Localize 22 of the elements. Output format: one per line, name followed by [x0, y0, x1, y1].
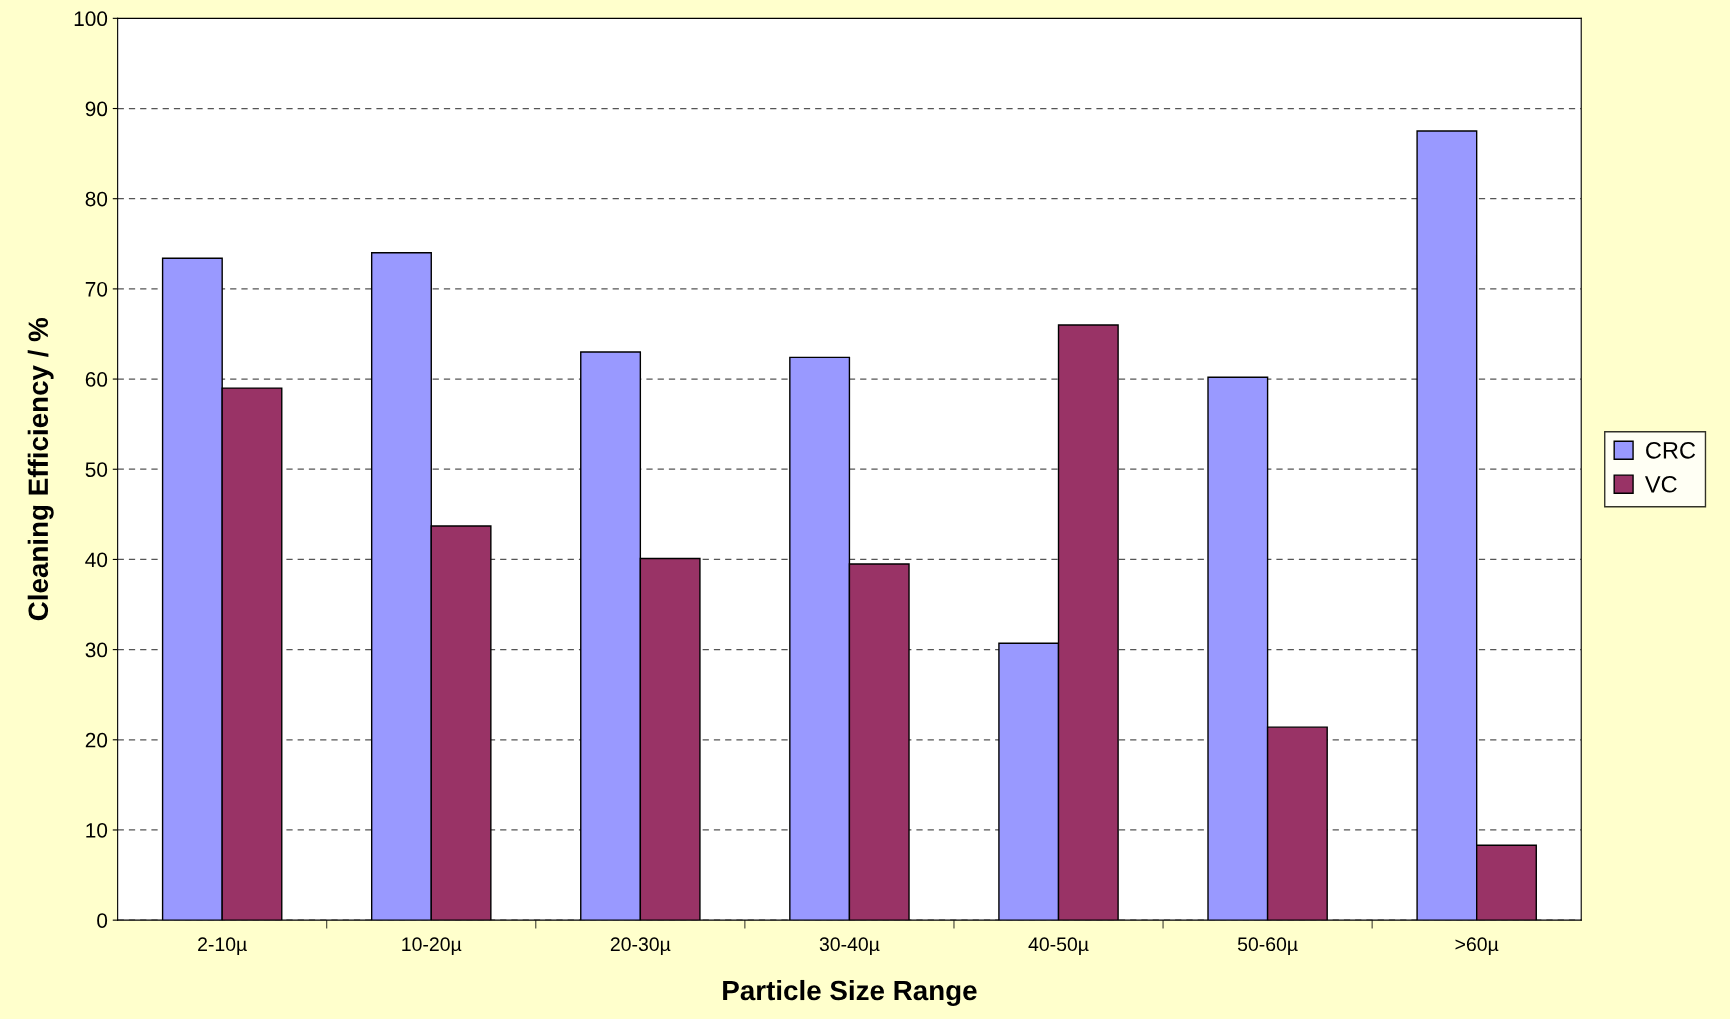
y-axis-title: Cleaning Efficiency / %	[27, 317, 54, 621]
y-tick-label: 20	[85, 732, 108, 748]
y-tick-label: 100	[74, 11, 108, 27]
y-tick-label: 60	[85, 372, 108, 387]
x-axis-title: Particle Size Range	[723, 979, 977, 1006]
legend-label: VC	[1644, 475, 1677, 493]
x-tick-label: 2-10µ	[198, 937, 247, 955]
x-tick-label: 20-30µ	[610, 937, 671, 955]
y-tick-label: 0	[97, 913, 108, 928]
y-tick-label: 10	[86, 822, 108, 838]
x-tick-label: 50-60µ	[1237, 937, 1298, 955]
y-tick-label: 80	[85, 191, 108, 207]
x-tick-label: 40-50µ	[1028, 937, 1089, 955]
y-tick-label: 90	[85, 101, 108, 117]
y-tick-label: 40	[85, 552, 108, 568]
x-tick-label: >60µ	[1455, 937, 1499, 955]
y-tick-label: 30	[85, 642, 108, 658]
y-tick-label: 70	[85, 281, 108, 297]
legend-label: CRC	[1646, 441, 1696, 459]
x-tick-label: 30-40µ	[819, 937, 880, 955]
x-tick-label: 10-20µ	[402, 937, 462, 955]
y-tick-label: 50	[85, 462, 108, 477]
